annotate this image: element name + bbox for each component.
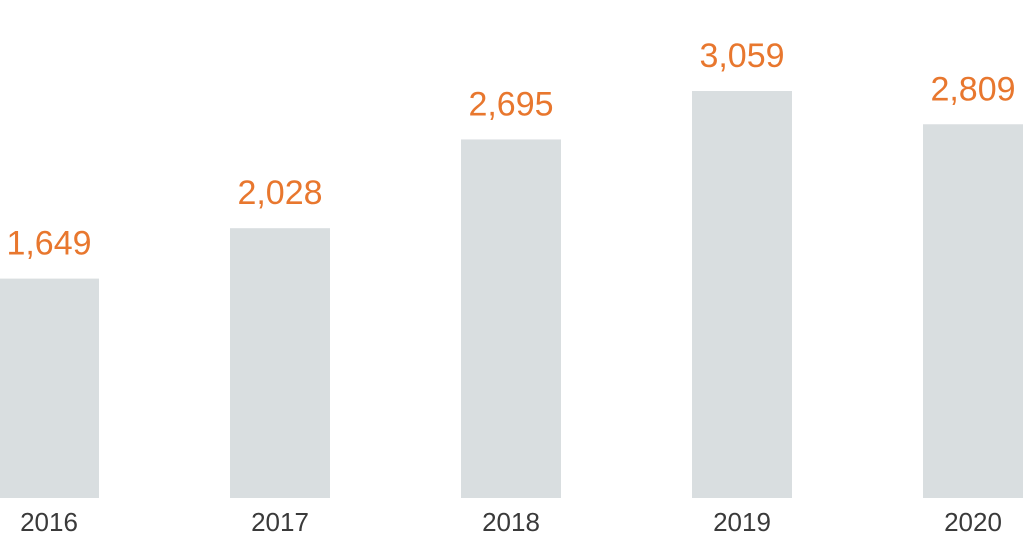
bar-2018 [461, 139, 561, 498]
value-label-2018: 2,695 [468, 85, 553, 123]
x-tick-label-2018: 2018 [482, 507, 540, 537]
value-label-2016: 1,649 [6, 225, 91, 263]
value-label-2020: 2,809 [930, 70, 1015, 108]
bar-2019 [692, 91, 792, 498]
value-label-2019: 3,059 [699, 37, 784, 75]
x-tick-label-2019: 2019 [713, 507, 771, 537]
x-tick-label-2017: 2017 [251, 507, 309, 537]
bar-2020 [923, 124, 1023, 498]
x-tick-label-2016: 2016 [20, 507, 78, 537]
x-axis-ticks: 2016 2017 2018 2019 2020 [20, 507, 1002, 537]
bars-group [0, 91, 1023, 498]
bar-2017 [230, 228, 330, 498]
value-label-2017: 2,028 [237, 174, 322, 212]
bar-2016 [0, 278, 99, 498]
x-tick-label-2020: 2020 [944, 507, 1002, 537]
value-labels-group: 1,649 2,028 2,695 3,059 2,809 [6, 37, 1015, 263]
